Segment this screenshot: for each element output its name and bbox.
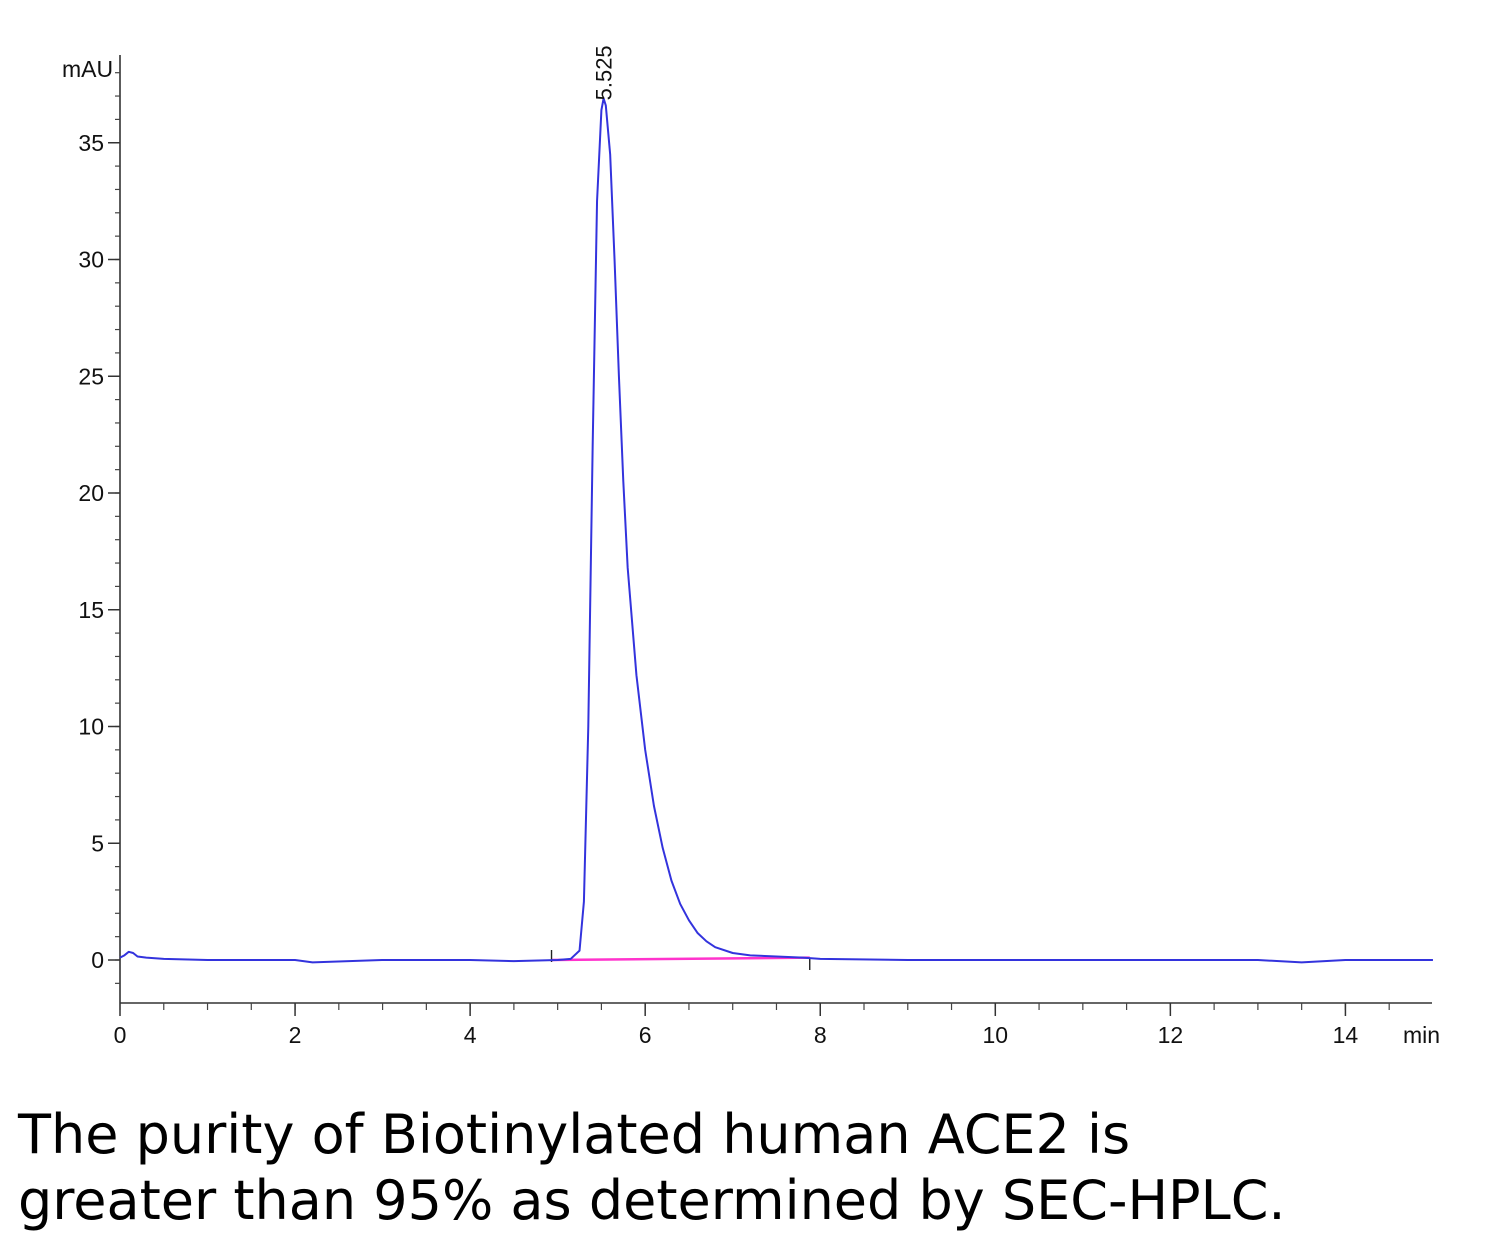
y-tick-label: 5 — [91, 830, 104, 856]
x-axis: 0 2 4 6 8 10 12 14 — [114, 1002, 1432, 1048]
y-tick-label: 10 — [78, 714, 104, 740]
x-tick-label: 12 — [1158, 1022, 1184, 1048]
chromatogram-trace — [119, 97, 1433, 964]
x-tick-label: 4 — [464, 1022, 477, 1048]
x-tick-label: 14 — [1333, 1022, 1359, 1048]
x-tick-label: 8 — [814, 1022, 827, 1048]
y-axis-label: mAU — [62, 56, 113, 82]
x-axis-label: min — [1403, 1022, 1440, 1048]
chromatogram-chart: 0 5 10 15 20 25 30 35 0 2 4 6 8 10 12 14 5.525 mAU min — [62, 45, 1440, 1048]
y-tick-label: 20 — [78, 480, 104, 506]
y-tick-label: 15 — [78, 597, 104, 623]
y-axis: 0 5 10 15 20 25 30 35 — [78, 55, 121, 1003]
caption-line-1: The purity of Biotinylated human ACE2 is — [18, 1103, 1131, 1166]
y-tick-label: 30 — [78, 247, 104, 273]
x-tick-label: 6 — [639, 1022, 652, 1048]
plot-area: 5.525 — [119, 45, 1433, 970]
caption-line-2: greater than 95% as determined by SEC-HP… — [18, 1169, 1286, 1232]
y-tick-label: 25 — [78, 363, 104, 389]
y-tick-label: 35 — [78, 130, 104, 156]
figure-caption: The purity of Biotinylated human ACE2 is… — [18, 1102, 1478, 1234]
y-tick-label: 0 — [91, 947, 104, 973]
peak-label: 5.525 — [592, 45, 617, 100]
x-tick-label: 0 — [114, 1022, 127, 1048]
integration-baseline — [551, 956, 810, 962]
x-tick-label: 2 — [289, 1022, 302, 1048]
x-tick-label: 10 — [983, 1022, 1009, 1048]
